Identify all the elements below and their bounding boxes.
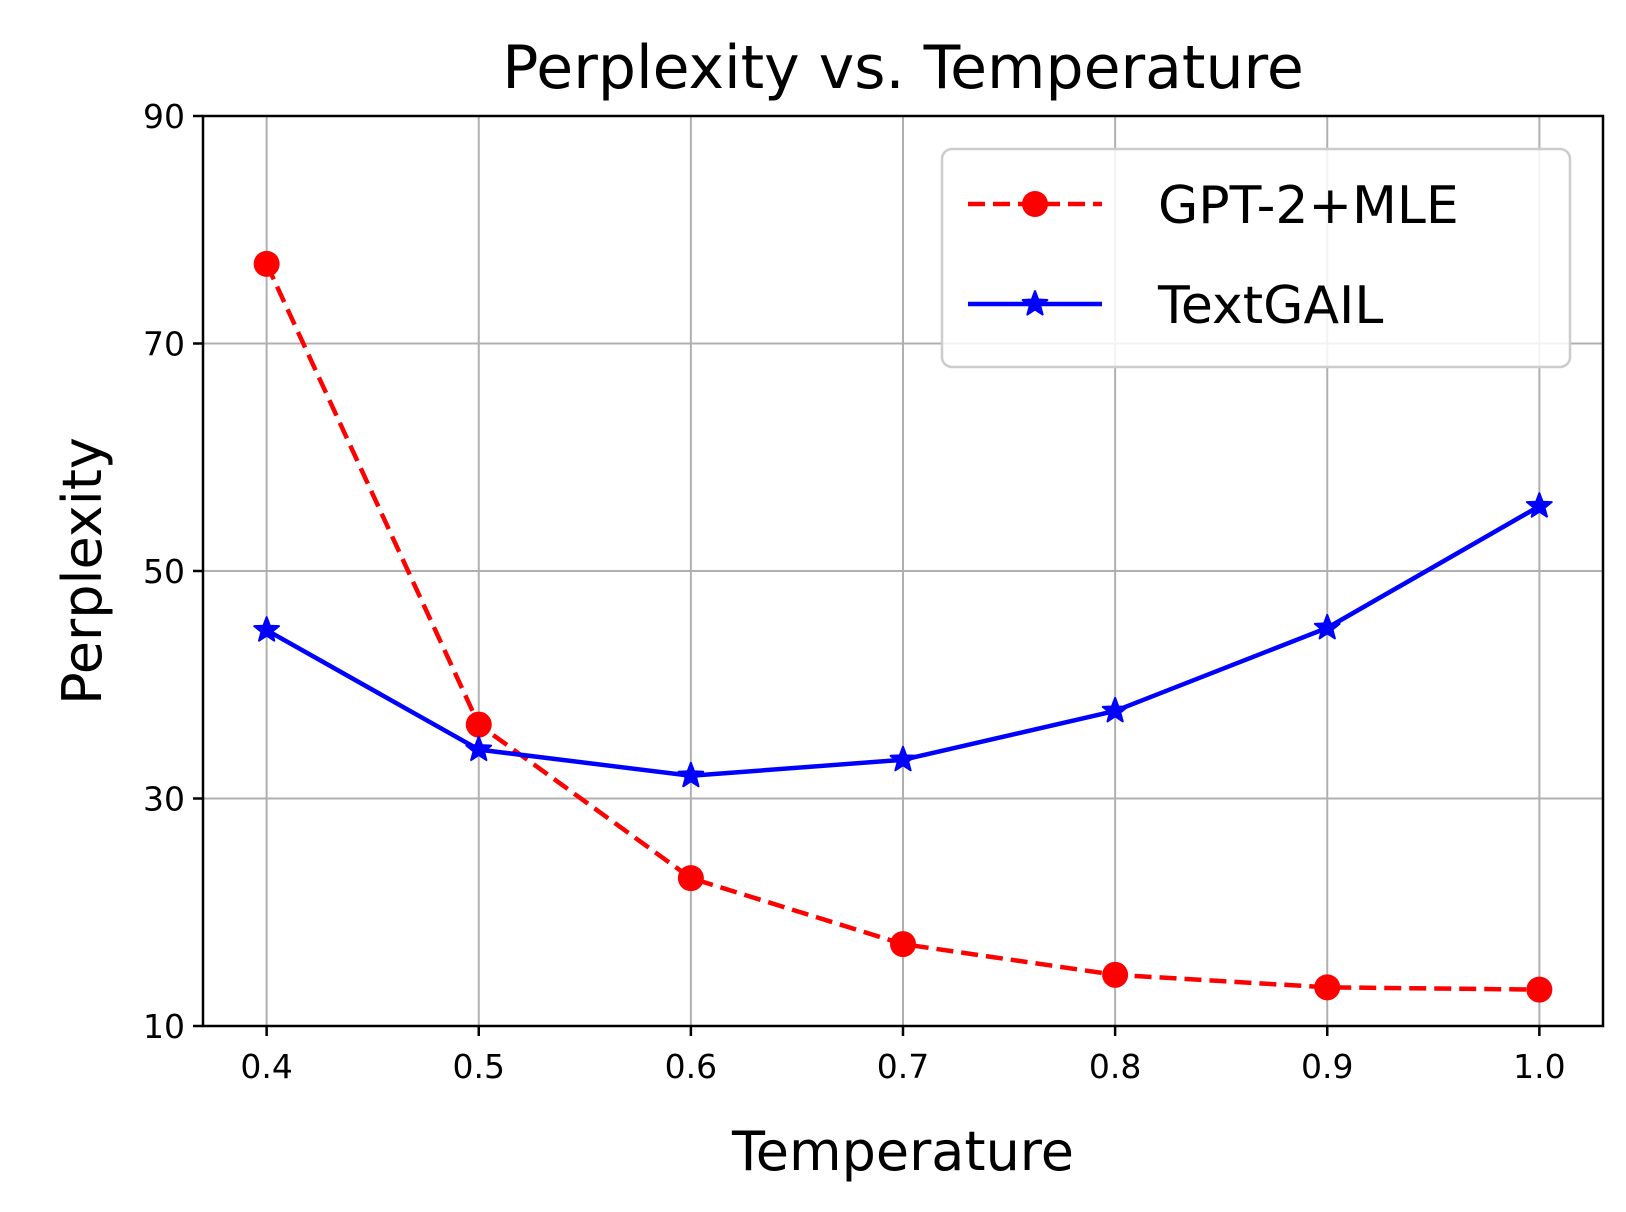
data-point-textgail — [1101, 696, 1129, 723]
axis-ticks: 0.4 0.5 0.6 0.7 0.8 0.9 1.0 10 30 50 70 90 — [143, 97, 1566, 1086]
legend-marker-gpt-2-mle — [1022, 191, 1048, 217]
data-point-textgail — [677, 761, 705, 788]
x-axis-label: Temperature — [731, 1120, 1074, 1183]
x-tick-label: 0.5 — [453, 1047, 505, 1086]
data-point-textgail — [1526, 492, 1553, 518]
x-tick-label: 0.9 — [1301, 1047, 1353, 1086]
y-tick-label: 50 — [143, 552, 185, 591]
legend-marker-textgail — [1021, 290, 1049, 316]
data-point-textgail — [889, 745, 917, 772]
series-textgail — [253, 492, 1553, 788]
legend: GPT-2+MLE TextGAIL — [940, 147, 1572, 369]
data-point-gpt-2-mle — [1314, 974, 1341, 1001]
x-tick-label: 0.4 — [240, 1047, 292, 1086]
x-tick-label: 0.6 — [665, 1047, 717, 1086]
legend-entry-textgail: TextGAIL — [968, 276, 1383, 336]
y-tick-label: 70 — [143, 325, 185, 364]
data-point-textgail — [465, 735, 493, 762]
series-gpt-2-mle — [253, 250, 1553, 1003]
legend-label-gpt-2-mle: GPT-2+MLE — [1158, 176, 1459, 236]
data-point-gpt-2-mle — [677, 865, 704, 892]
legend-entry-gpt-2-mle: GPT-2+MLE — [968, 176, 1459, 236]
y-axis-label: Perplexity — [51, 437, 114, 705]
data-point-gpt-2-mle — [1102, 961, 1129, 988]
y-tick-label: 30 — [143, 780, 185, 819]
x-tick-label: 1.0 — [1513, 1047, 1565, 1086]
data-point-gpt-2-mle — [890, 931, 916, 958]
y-tick-label: 90 — [143, 97, 185, 136]
data-point-gpt-2-mle — [253, 250, 280, 277]
data-point-textgail — [253, 616, 280, 642]
y-tick-label: 10 — [143, 1007, 185, 1046]
data-point-gpt-2-mle — [465, 711, 492, 738]
legend-label-textgail: TextGAIL — [1157, 276, 1383, 336]
x-tick-label: 0.8 — [1089, 1047, 1141, 1086]
data-point-textgail — [1313, 613, 1341, 640]
series-layer — [253, 250, 1553, 1003]
chart-title: Perplexity vs. Temperature — [502, 33, 1304, 103]
x-tick-label: 0.7 — [877, 1047, 929, 1086]
data-point-gpt-2-mle — [1526, 976, 1553, 1003]
